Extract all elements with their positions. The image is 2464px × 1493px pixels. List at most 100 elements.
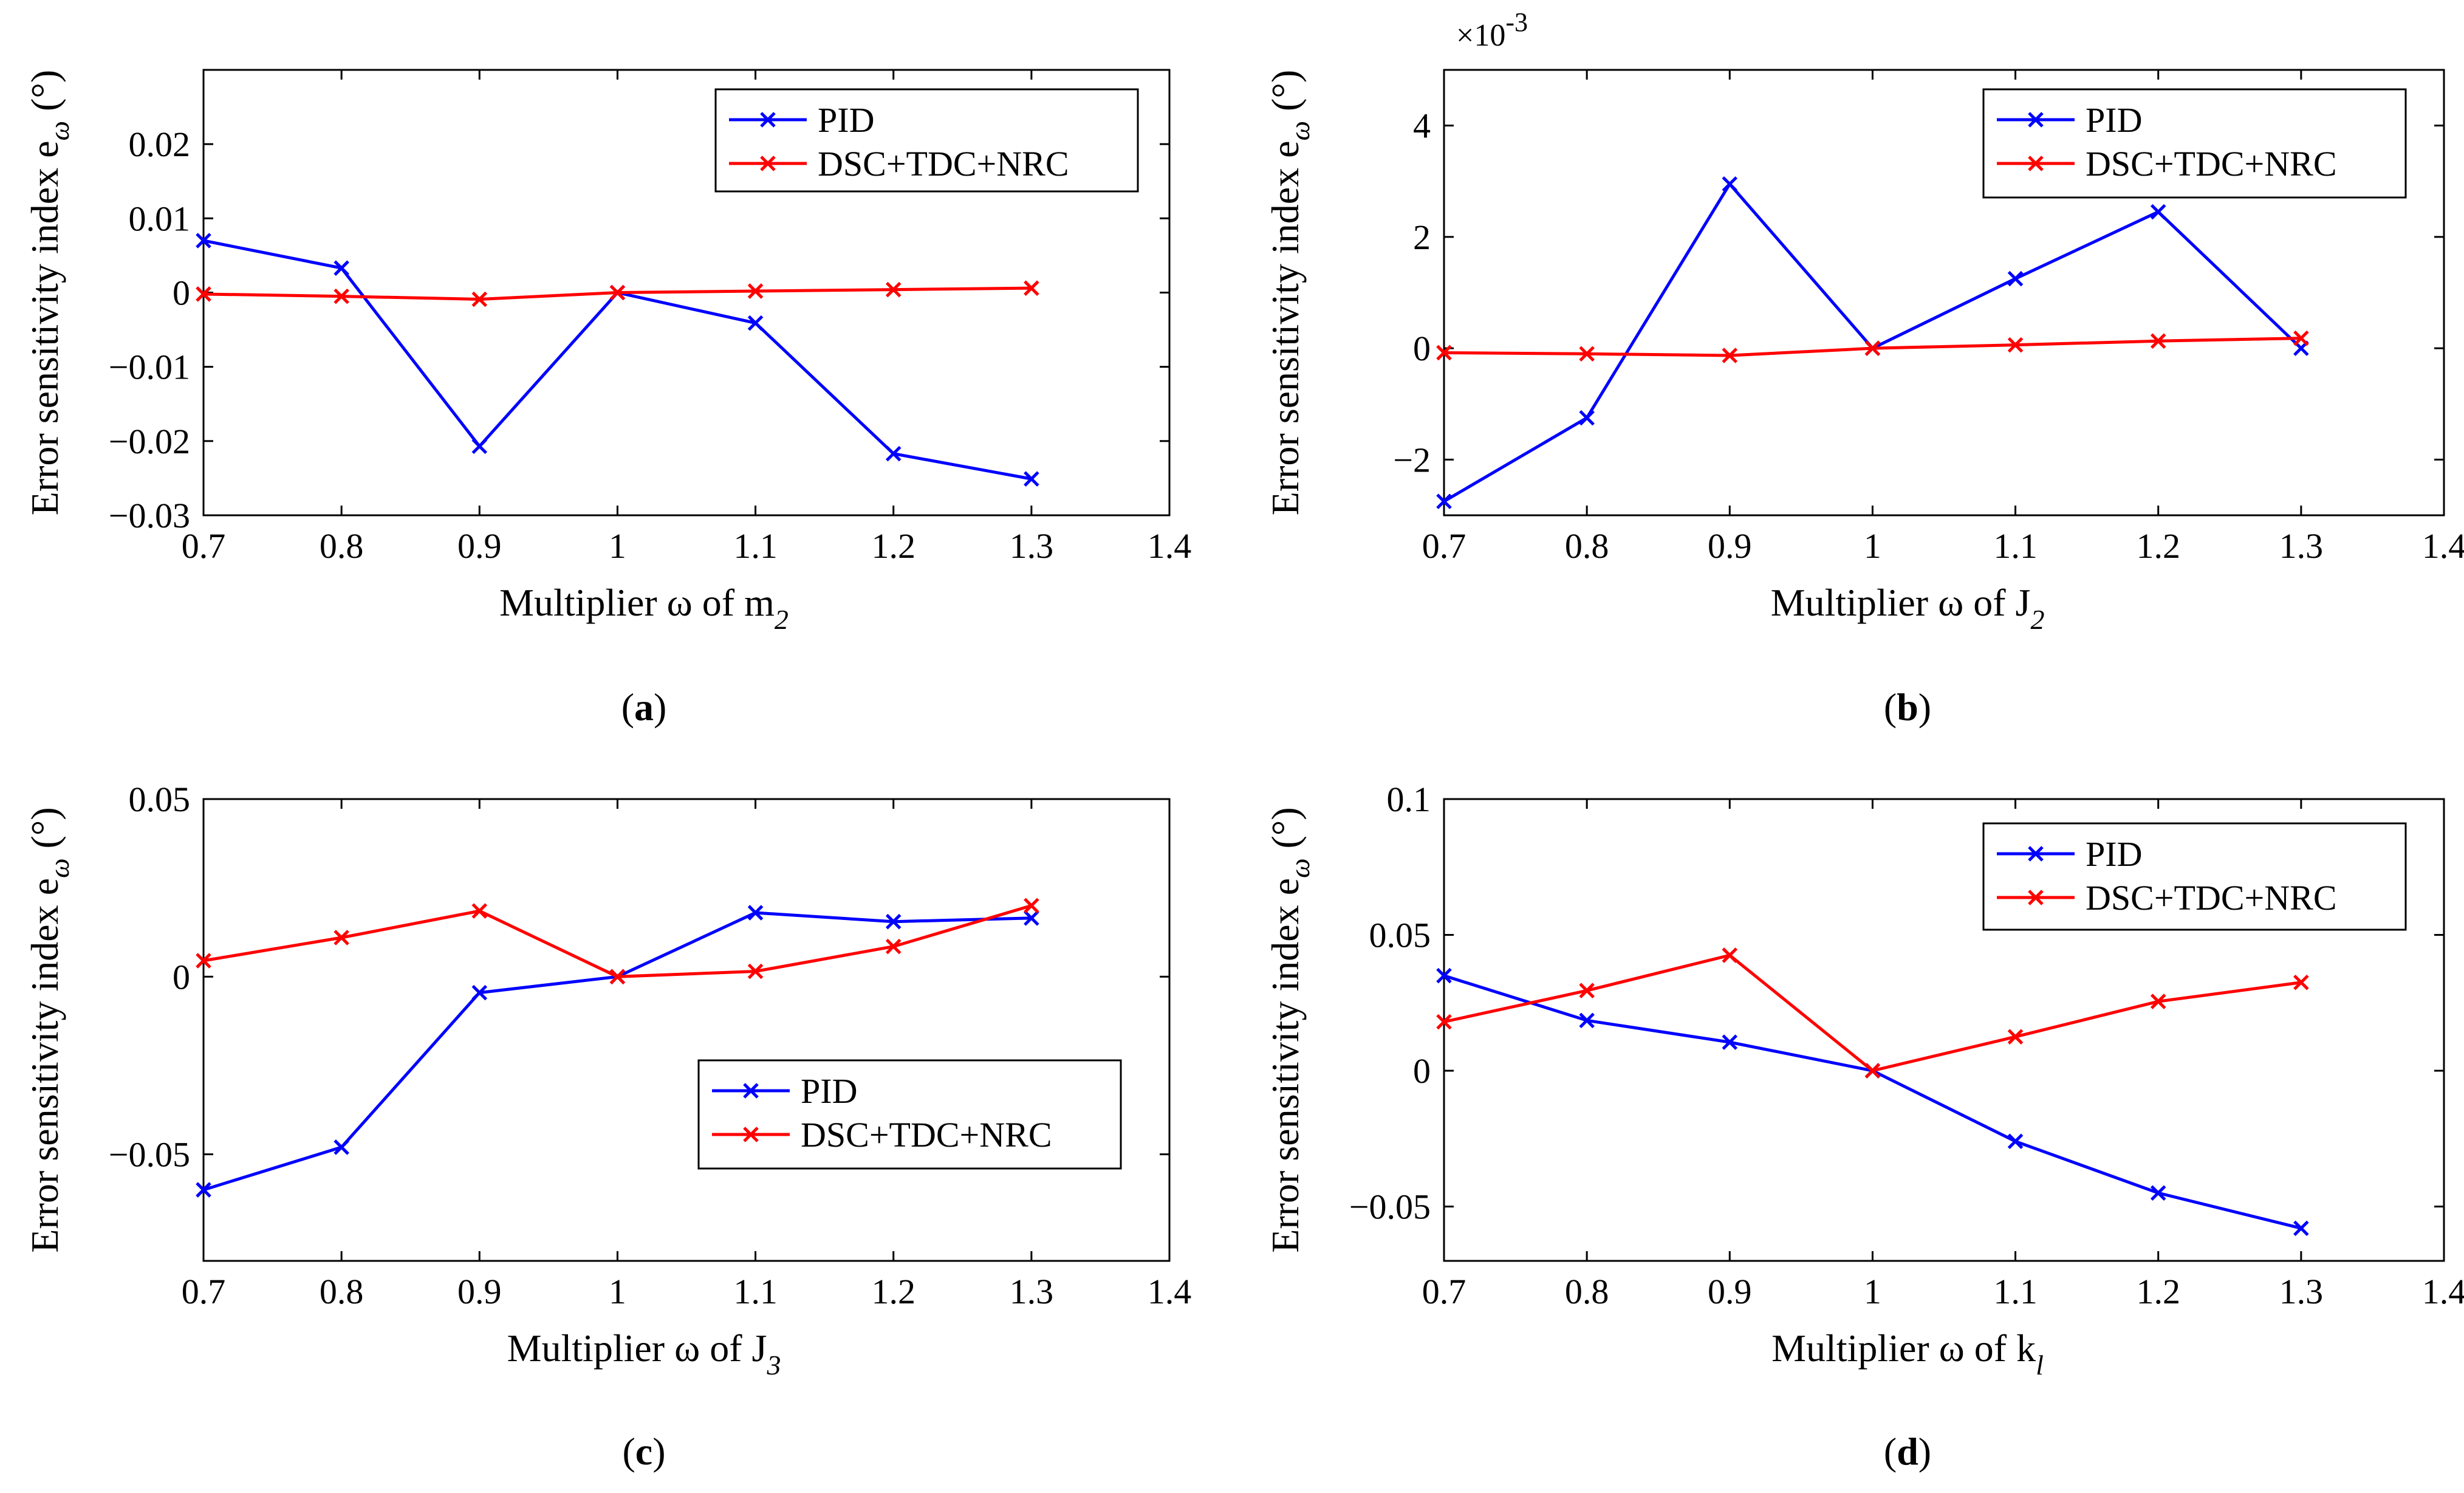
y-tick-label: −0.03	[109, 496, 190, 535]
y-tick-label: 4	[1413, 106, 1431, 146]
x-tick-label: 0.9	[1708, 526, 1752, 566]
data-point	[2293, 974, 2309, 990]
y-axis-label: Error sensitivity index eω(°)	[23, 70, 75, 515]
x-tick-label: 1.1	[1993, 1272, 2038, 1311]
series-dsc-tdc-nrc	[196, 898, 1039, 985]
data-point	[334, 1139, 349, 1155]
y-tick-label: 0.1	[1387, 780, 1431, 819]
data-point	[471, 291, 488, 307]
chart-panel-a: 0.7 0.8 0.9 1 1.1 1.2 1.3 1.4 −0.03 −0.02 −0.01 0 0.…	[23, 69, 1192, 729]
x-tick-label: 1	[609, 1272, 626, 1311]
panel-caption: (b)	[1884, 685, 1931, 729]
data-point	[1722, 947, 1738, 963]
data-point	[747, 283, 764, 299]
legend-label: DSC+TDC+NRC	[2086, 878, 2337, 918]
y-tick-label: 0.05	[1369, 916, 1431, 955]
y-tick-label: −0.05	[1349, 1187, 1431, 1227]
data-point	[2150, 1185, 2166, 1201]
x-tick-label: 1.2	[2136, 526, 2180, 566]
x-tick-label: 1.4	[2422, 526, 2464, 566]
data-point	[1579, 1012, 1595, 1029]
x-tick-label: 1.1	[1993, 526, 2038, 566]
y-axis-label: Error sensitivity index eω(°)	[23, 807, 75, 1252]
x-tick-label: 0.8	[1565, 526, 1609, 566]
x-tick-label: 0.9	[457, 1272, 502, 1311]
data-point	[2007, 1133, 2024, 1150]
data-point	[1579, 983, 1595, 998]
data-point	[2150, 994, 2166, 1009]
x-tick-label: 0.7	[182, 526, 226, 566]
legend-label: PID	[2086, 100, 2142, 140]
data-point	[2293, 1220, 2309, 1237]
data-point	[1579, 346, 1595, 362]
x-tick-label: 1.3	[1010, 1272, 1054, 1311]
chart-panel-c: 0.7 0.8 0.9 1 1.1 1.2 1.3 1.4 −0.05 0 0.05 Multipli…	[23, 780, 1191, 1473]
legend-label: PID	[818, 100, 874, 140]
data-point	[1579, 410, 1595, 426]
x-axis-label: Multiplier ω of J3	[507, 1327, 781, 1381]
x-axis-label: Multiplier ω of J2	[1771, 581, 2045, 635]
data-point	[1024, 910, 1039, 926]
data-point	[747, 963, 764, 980]
panel-caption: (d)	[1884, 1430, 1931, 1473]
x-tick-label: 1.4	[1148, 526, 1192, 566]
x-axis-label: Multiplier ω of kl	[1771, 1327, 2044, 1381]
data-point	[609, 969, 626, 985]
data-point	[1436, 967, 1452, 984]
data-point	[2007, 1029, 2024, 1045]
x-tick-label: 1.3	[2279, 1272, 2324, 1311]
data-point	[885, 913, 902, 930]
data-point	[885, 938, 902, 955]
y-tick-label: −0.05	[109, 1135, 190, 1175]
y-tick-label: 0	[1413, 1051, 1431, 1091]
x-tick-label: 0.7	[1422, 526, 1466, 566]
x-tick-label: 0.7	[182, 1272, 226, 1311]
plot-area-frame	[202, 798, 1171, 1262]
legend-marker	[2028, 156, 2044, 171]
data-point	[471, 438, 488, 455]
legend-marker	[760, 156, 776, 171]
data-point	[885, 445, 902, 462]
x-tick-label: 1.2	[871, 1272, 915, 1311]
data-point	[1024, 280, 1039, 296]
legend-label: PID	[2086, 834, 2142, 874]
data-point	[1722, 348, 1738, 363]
data-point	[1864, 1063, 1881, 1079]
data-point	[471, 903, 488, 919]
chart-panel-d: 0.7 0.8 0.9 1 1.1 1.2 1.3 1.4 −0.05 0 0.05 0.1 Multi…	[1264, 780, 2464, 1473]
data-point	[1436, 1014, 1452, 1030]
legend-marker	[760, 112, 776, 128]
chart-panel-b: 0.7 0.8 0.9 1 1.1 1.2 1.3 1.4 −2 0 2 4 ×10-3 Multipli…	[1264, 7, 2464, 729]
data-point	[334, 930, 349, 946]
x-axis-label: Multiplier ω of m2	[499, 581, 789, 635]
legend-box	[1982, 822, 2407, 931]
legend-label: DSC+TDC+NRC	[2086, 144, 2337, 184]
data-point	[196, 953, 211, 969]
y-tick-label: 0.02	[129, 125, 191, 164]
y-tick-label: 0	[173, 273, 190, 313]
x-tick-label: 1.4	[1148, 1272, 1192, 1311]
legend-box	[1982, 88, 2407, 199]
y-tick-label: −0.01	[109, 348, 190, 387]
legend-box	[714, 88, 1139, 193]
panel-caption: (a)	[621, 685, 667, 729]
data-point	[1864, 340, 1881, 356]
y-axis-label: Error sensitivity index eω(°)	[1264, 807, 1315, 1252]
data-point	[2150, 204, 2166, 220]
series-dsc-tdc-nrc	[196, 280, 1039, 307]
y-tick-label: 0.01	[129, 199, 191, 238]
series-dsc-tdc-nrc	[1436, 947, 2309, 1079]
y-tick-label: 0.05	[129, 780, 191, 819]
legend-marker	[743, 1127, 759, 1142]
x-tick-label: 1.1	[733, 526, 778, 566]
x-tick-label: 1.4	[2422, 1272, 2464, 1311]
x-tick-label: 1	[609, 526, 626, 566]
y-tick-label: −2	[1393, 440, 1431, 479]
x-tick-label: 1.1	[733, 1272, 778, 1311]
data-point	[196, 233, 211, 249]
x-tick-label: 1.3	[2279, 526, 2324, 566]
